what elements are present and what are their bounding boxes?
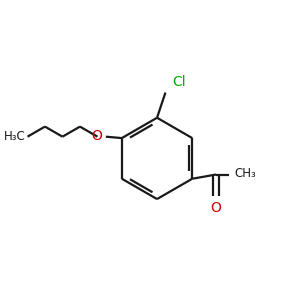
Text: Cl: Cl	[172, 75, 186, 89]
Text: O: O	[91, 129, 102, 142]
Text: H₃C: H₃C	[4, 130, 25, 143]
Text: O: O	[211, 201, 221, 214]
Text: CH₃: CH₃	[235, 167, 256, 180]
